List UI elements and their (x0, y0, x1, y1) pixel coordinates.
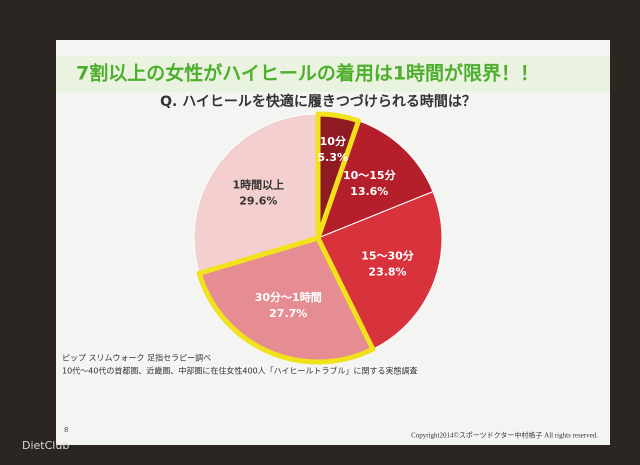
title-band (56, 56, 610, 92)
slice-value: 27.7% (269, 307, 307, 320)
chart-subtitle: Q. ハイヒールを快適に履きつづけられる時間は？ (160, 93, 476, 110)
slice-label: 15～30分 (361, 249, 414, 263)
pie: 10分 5.3% 10～15分 13.6% 15～30分 23.8% 30分～1時間 27.7… (193, 111, 443, 365)
pie-slice (317, 190, 443, 350)
slice-highlight (315, 111, 362, 241)
copyright: Copyright2014©スポーツドクター中村格子 All rights re… (411, 431, 598, 440)
slice-label: 10～15分 (343, 168, 396, 182)
slice-value: 29.6% (239, 195, 277, 208)
watermark: DietClub (22, 439, 69, 452)
slice-value: 5.3% (318, 151, 349, 164)
slice-label: 10分 (320, 134, 346, 148)
chart-title: 7割以上の女性がハイヒールの着用は1時間が限界！！ (76, 62, 539, 85)
slice-label: 1時間以上 (233, 178, 285, 192)
note: ピップ スリムウォーク 足指セラピー調べ (62, 353, 211, 363)
slice-value: 23.8% (368, 266, 406, 279)
slice-highlight (196, 235, 376, 365)
slice-label: 30分～1時間 (255, 290, 322, 304)
pie-slice (193, 113, 319, 274)
pie-slice (317, 120, 434, 239)
slice-value: 13.6% (350, 185, 388, 198)
note: 10代～40代の首都圏、近畿圏、中部圏に在住女性400人「ハイヒールトラブル」に… (62, 366, 417, 376)
page-number: 8 (64, 426, 68, 434)
